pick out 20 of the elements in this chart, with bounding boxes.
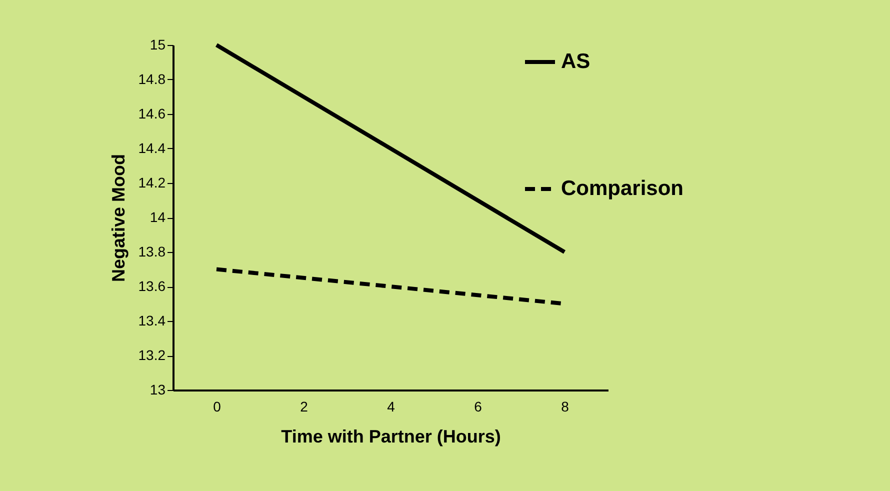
legend-label: Comparison	[561, 177, 684, 200]
x-tick-label: 2	[300, 398, 308, 414]
y-tick-label: 13	[150, 382, 166, 398]
y-tick-label: 14.8	[138, 71, 166, 87]
y-tick-label: 15	[150, 36, 166, 52]
y-tick-label: 14.6	[138, 106, 166, 122]
y-axis-title: Negative Mood	[108, 154, 128, 282]
x-tick-label: 4	[387, 398, 396, 414]
y-tick-label: 13.6	[138, 278, 166, 294]
legend-label: AS	[561, 50, 590, 73]
y-tick-label: 14	[150, 209, 166, 225]
x-axis-title: Time with Partner (Hours)	[281, 426, 501, 446]
y-tick-label: 13.4	[138, 312, 166, 328]
y-tick-label: 13.8	[138, 244, 166, 260]
y-tick-label: 13.2	[138, 347, 166, 363]
y-tick-label: 14.4	[138, 140, 166, 156]
x-tick-label: 6	[474, 398, 482, 414]
x-tick-label: 8	[561, 398, 570, 414]
y-tick-label: 14.2	[138, 174, 166, 190]
x-tick-label: 0	[213, 398, 222, 414]
